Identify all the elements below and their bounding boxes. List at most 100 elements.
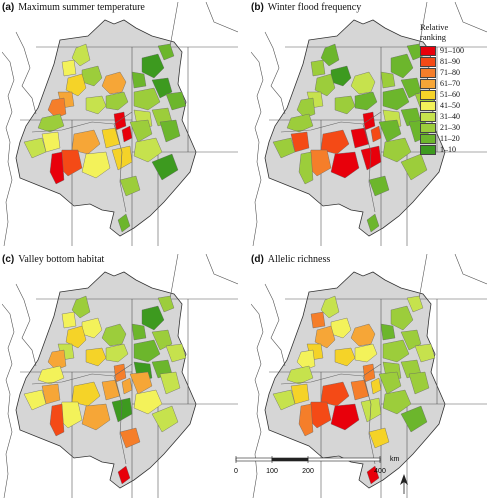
legend-row: 11–20 xyxy=(420,133,486,144)
legend-label: 31–40 xyxy=(440,112,460,121)
subbasin-p34 xyxy=(117,465,131,485)
subbasin-p10 xyxy=(286,365,314,385)
scale-tick-200: 200 xyxy=(302,468,314,475)
legend-swatch xyxy=(420,67,436,78)
scale-bar: 0 100 200 400 km xyxy=(234,456,400,475)
subbasin-p33 xyxy=(368,175,390,197)
subbasin-p23 xyxy=(81,151,111,179)
coastline xyxy=(15,31,37,115)
subbasin-p1 xyxy=(350,71,376,95)
subbasin-p26 xyxy=(290,131,310,153)
subbasin-p15 xyxy=(131,323,147,341)
subbasin-p5 xyxy=(65,73,87,97)
subbasin-p17 xyxy=(400,329,422,351)
panel-letter-b: (b) xyxy=(251,2,264,13)
panel-label-b: (b) Winter flood frequency xyxy=(251,2,361,13)
panel-title-a: Maximum summer temperature xyxy=(18,2,145,13)
subbasin-p9 xyxy=(47,349,67,371)
panel-title-b: Winter flood frequency xyxy=(267,2,362,13)
subbasin-p28 xyxy=(23,137,47,159)
subbasin-p18 xyxy=(165,343,187,363)
subbasin-p5 xyxy=(65,325,87,349)
subbasin-p12 xyxy=(370,377,382,395)
panel-letter-d: (d) xyxy=(251,254,264,265)
subbasin-p17 xyxy=(151,329,173,351)
subbasin-p22 xyxy=(71,129,101,155)
state-border xyxy=(169,254,179,300)
map-panel-a: (a) Maximum summer temperature xyxy=(2,2,238,246)
subbasin-p1 xyxy=(350,323,376,347)
legend-label: 71–80 xyxy=(440,68,460,77)
subbasin-p32 xyxy=(400,153,428,181)
legend-swatch xyxy=(420,89,436,100)
coastline xyxy=(15,283,37,367)
legend-row: 21–30 xyxy=(420,122,486,133)
subbasin-p16 xyxy=(382,87,410,111)
subbasin-p34 xyxy=(366,465,380,485)
coastline xyxy=(2,51,15,246)
subbasin-p10 xyxy=(37,113,65,133)
map-panel-c: (c) Valley bottom habitat xyxy=(2,254,238,498)
state-border xyxy=(418,254,428,300)
scale-tick-400: 400 xyxy=(374,468,386,475)
subbasin-p29 xyxy=(378,119,402,143)
subbasin-p26 xyxy=(41,131,61,153)
subbasin-p11 xyxy=(113,111,127,131)
subbasin-p23 xyxy=(330,151,360,179)
subbasin-p14 xyxy=(157,295,175,313)
river-line xyxy=(113,375,127,465)
legend-title: Relative ranking xyxy=(420,22,486,42)
subbasin-p11 xyxy=(113,363,127,383)
subbasin-p28 xyxy=(23,389,47,411)
subbasin-p30 xyxy=(382,389,412,415)
legend-title-line1: Relative xyxy=(420,22,449,32)
river-line xyxy=(113,123,127,213)
legend-swatch xyxy=(420,78,436,89)
subbasin-p13 xyxy=(390,305,414,331)
subbasin-p22 xyxy=(320,381,350,407)
subbasin-p31 xyxy=(159,371,181,395)
state-border xyxy=(205,2,238,33)
legend-swatch xyxy=(420,111,436,122)
subbasin-p21 xyxy=(360,397,382,423)
north-arrow-icon xyxy=(400,474,408,494)
subbasin-p11 xyxy=(362,363,376,383)
river-line xyxy=(362,375,376,465)
subbasin-p21 xyxy=(111,145,133,171)
legend-swatch xyxy=(420,144,436,155)
subbasin-p17 xyxy=(151,77,173,99)
river-line xyxy=(280,111,382,133)
subbasin-p1 xyxy=(101,71,127,95)
panel-title-c: Valley bottom habitat xyxy=(18,254,105,265)
subbasin-p10 xyxy=(286,113,314,133)
subbasin-p11 xyxy=(362,111,376,131)
coastline xyxy=(264,31,286,115)
subbasin-p1 xyxy=(101,323,127,347)
subbasin-p29 xyxy=(378,371,402,395)
panel-title-d: Allelic richness xyxy=(267,254,331,265)
legend-rows: 91–100 81–90 71–80 61–70 51–60 41–50 31–40 21–3… xyxy=(420,45,486,155)
legend-row: 41–50 xyxy=(420,100,486,111)
subbasin-p22 xyxy=(71,381,101,407)
coastline xyxy=(264,283,286,367)
map-canvas-c xyxy=(2,254,238,498)
subbasin-p5 xyxy=(314,325,336,349)
subbasin-p34 xyxy=(366,213,380,233)
subbasin-p14 xyxy=(406,43,424,61)
river-line xyxy=(362,123,376,213)
subbasin-p9 xyxy=(296,97,316,119)
legend-swatch xyxy=(420,45,436,56)
subbasin-p7 xyxy=(320,295,340,319)
subbasin-p34 xyxy=(117,213,131,233)
scale-unit: km xyxy=(390,456,400,463)
subbasin-p18 xyxy=(414,343,436,363)
subbasin-p28 xyxy=(272,137,296,159)
map-canvas-b xyxy=(251,2,487,246)
subbasin-p27 xyxy=(49,151,65,185)
panel-letter-a: (a) xyxy=(2,2,15,13)
subbasin-p22 xyxy=(320,129,350,155)
subbasin-p7 xyxy=(71,295,91,319)
subbasin-p8 xyxy=(61,59,77,77)
subbasin-p7 xyxy=(71,43,91,67)
subbasin-p3 xyxy=(85,347,107,367)
